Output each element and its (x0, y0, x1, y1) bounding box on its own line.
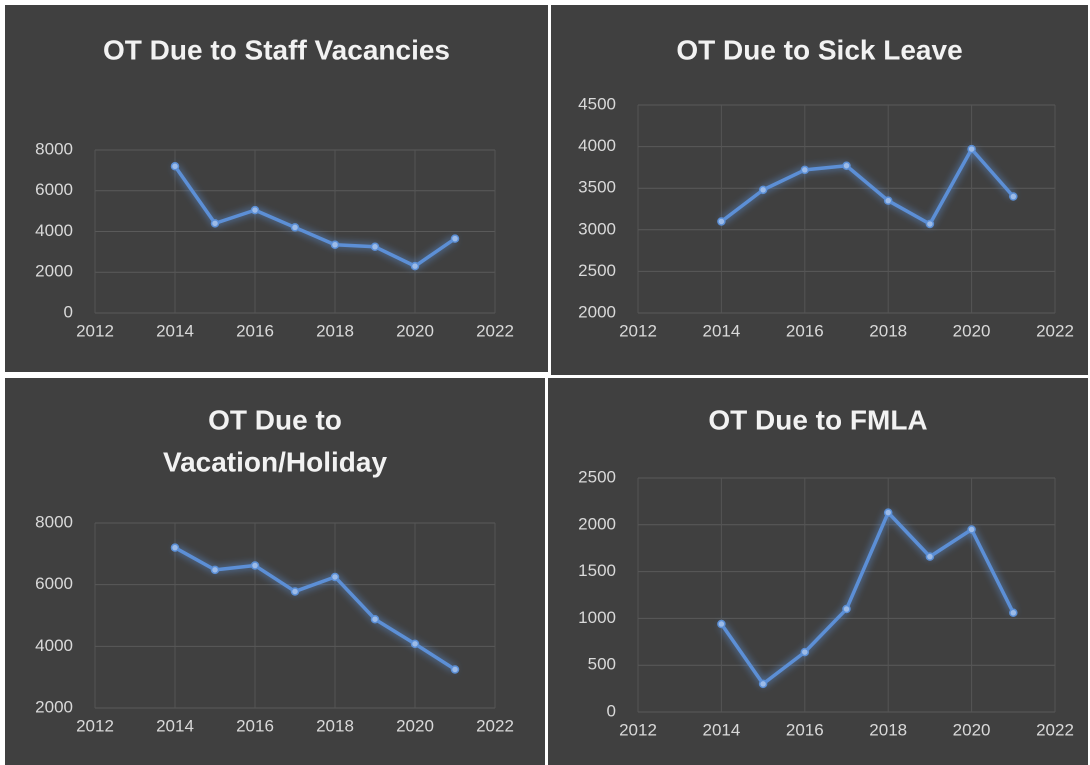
x-tick-label: 2014 (156, 321, 194, 340)
chart-title: Vacation/Holiday (163, 446, 387, 477)
x-tick-label: 2014 (702, 720, 740, 739)
y-tick-label: 500 (588, 655, 616, 674)
data-point (450, 665, 460, 674)
x-tick-label: 2016 (786, 720, 824, 739)
series-line (174, 546, 456, 671)
chart-title: OT Due to (208, 404, 342, 435)
y-tick-label: 8000 (35, 139, 73, 158)
data-point (330, 240, 340, 249)
data-point (370, 614, 380, 624)
y-tick-label: 6000 (35, 574, 73, 593)
y-tick-label: 1500 (578, 561, 616, 580)
series-line (173, 165, 456, 268)
y-tick-label: 2000 (35, 262, 73, 281)
data-point (717, 217, 726, 226)
data-point (925, 219, 935, 229)
data-point (717, 619, 726, 629)
panel (5, 378, 545, 765)
y-tick-label: 2500 (578, 467, 616, 486)
data-point (290, 223, 300, 232)
data-point (410, 261, 420, 271)
chart-title: OT Due to FMLA (708, 404, 927, 435)
data-point (210, 219, 220, 228)
x-tick-label: 2018 (316, 716, 354, 735)
y-tick-label: 2000 (578, 302, 616, 321)
data-point (250, 205, 260, 215)
data-point (967, 144, 976, 154)
y-tick-label: 4500 (578, 94, 616, 113)
data-point (1009, 192, 1018, 201)
data-point (290, 587, 300, 596)
y-tick-label: 3000 (578, 219, 616, 238)
chart-title: OT Due to Sick Leave (676, 34, 962, 65)
data-point (170, 162, 180, 171)
x-tick-label: 2022 (476, 716, 514, 735)
data-point (250, 561, 260, 570)
y-tick-label: 4000 (35, 636, 73, 655)
y-tick-label: 2000 (578, 514, 616, 533)
x-tick-label: 2022 (1036, 321, 1074, 340)
data-point (800, 647, 810, 657)
x-tick-label: 2012 (76, 321, 114, 340)
x-tick-label: 2020 (396, 716, 434, 735)
x-tick-label: 2012 (76, 716, 114, 735)
x-tick-label: 2018 (316, 321, 354, 340)
data-point (758, 185, 768, 195)
x-tick-label: 2022 (1036, 720, 1074, 739)
data-point (925, 552, 935, 561)
x-tick-label: 2012 (619, 720, 657, 739)
y-tick-label: 1000 (578, 608, 616, 627)
data-point (1009, 608, 1018, 618)
chart-title: OT Due to Staff Vacancies (103, 34, 450, 65)
x-tick-label: 2020 (396, 321, 434, 340)
y-tick-label: 0 (607, 701, 616, 720)
series-line (720, 147, 1015, 226)
data-point (842, 161, 851, 170)
data-point (800, 165, 810, 175)
x-tick-label: 2022 (476, 321, 514, 340)
y-tick-label: 4000 (35, 221, 73, 240)
y-tick-label: 3500 (578, 178, 616, 197)
data-point (842, 604, 851, 614)
x-tick-label: 2016 (236, 716, 274, 735)
x-tick-label: 2014 (702, 321, 740, 340)
data-point (410, 639, 420, 649)
x-tick-label: 2014 (156, 716, 194, 735)
data-point (883, 196, 893, 205)
x-tick-label: 2018 (869, 720, 907, 739)
x-tick-label: 2018 (869, 321, 907, 340)
y-tick-label: 2500 (578, 261, 616, 280)
data-point (967, 525, 976, 534)
x-tick-label: 2016 (236, 321, 274, 340)
data-point (758, 679, 768, 689)
data-point (210, 565, 220, 575)
data-point (170, 543, 180, 552)
x-tick-label: 2020 (953, 720, 991, 739)
y-tick-label: 4000 (578, 136, 616, 155)
x-tick-label: 2020 (953, 321, 991, 340)
y-tick-label: 2000 (35, 697, 73, 716)
y-tick-label: 8000 (35, 512, 73, 531)
data-point (883, 508, 893, 517)
y-tick-label: 6000 (35, 180, 73, 199)
data-point (330, 572, 340, 582)
x-tick-label: 2016 (786, 321, 824, 340)
data-point (370, 242, 380, 252)
data-point (450, 234, 460, 243)
x-tick-label: 2012 (619, 321, 657, 340)
y-tick-label: 0 (64, 302, 73, 321)
series-line (719, 510, 1015, 686)
